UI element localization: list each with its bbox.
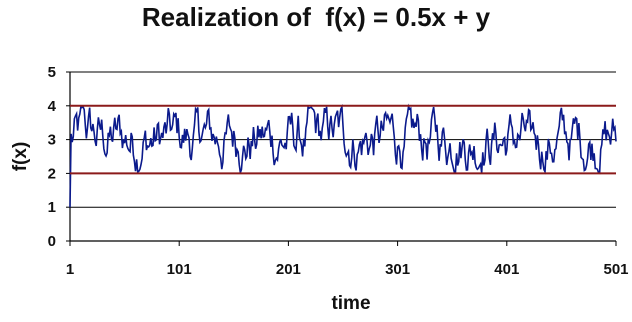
x-tick-label-101: 101	[167, 261, 192, 278]
x-axis-title: time	[331, 293, 370, 314]
series-line	[69, 103, 617, 208]
y-tick-label-5: 5	[48, 64, 56, 81]
y-tick-label-3: 3	[48, 132, 56, 149]
y-axis-title: f(x)	[10, 142, 31, 172]
x-tick-label-1: 1	[66, 261, 74, 278]
chart-title: Realization of f(x) = 0.5x + y	[141, 2, 491, 32]
x-tick-label-301: 301	[385, 261, 410, 278]
y-tick-label-1: 1	[48, 199, 56, 216]
x-tick-label-201: 201	[276, 261, 301, 278]
y-tick-label-4: 4	[48, 98, 57, 115]
y-tick-label-2: 2	[48, 165, 56, 182]
y-tick-label-0: 0	[48, 233, 56, 250]
x-tick-label-401: 401	[494, 261, 519, 278]
x-tick-label-501: 501	[603, 261, 628, 278]
